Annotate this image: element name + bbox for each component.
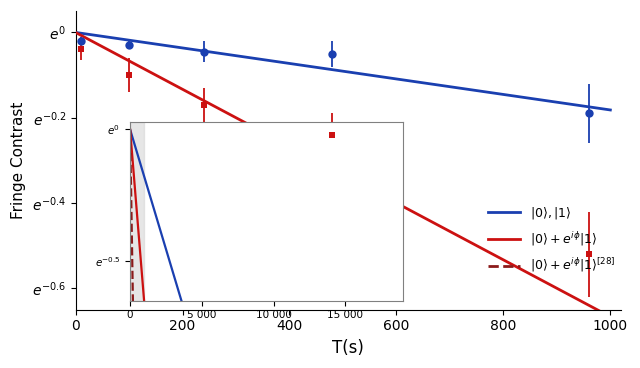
Y-axis label: Fringe Contrast: Fringe Contrast (11, 102, 26, 219)
X-axis label: T(s): T(s) (332, 339, 364, 357)
Legend: $|0\rangle, |1\rangle$, $|0\rangle+e^{i\phi}|1\rangle$, $|0\rangle+e^{i\phi}|1\r: $|0\rangle, |1\rangle$, $|0\rangle+e^{i\… (483, 200, 620, 279)
